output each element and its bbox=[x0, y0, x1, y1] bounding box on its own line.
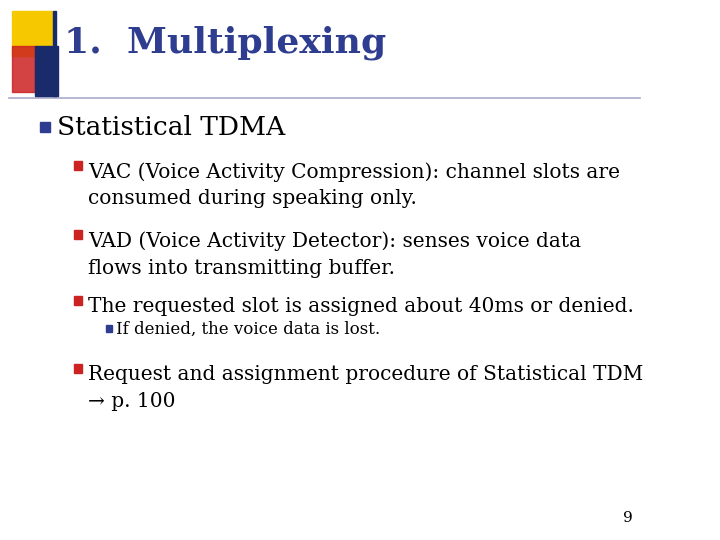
Text: VAD (Voice Activity Detector): senses voice data
flows into transmitting buffer.: VAD (Voice Activity Detector): senses vo… bbox=[88, 232, 581, 278]
Bar bbox=[74, 364, 82, 373]
Text: VAC (Voice Activity Compression): channel slots are
consumed during speaking onl: VAC (Voice Activity Compression): channe… bbox=[88, 162, 620, 208]
Text: 9: 9 bbox=[624, 511, 633, 525]
Text: The requested slot is assigned about 40ms or denied.: The requested slot is assigned about 40m… bbox=[88, 296, 634, 316]
Bar bbox=[106, 326, 112, 332]
Bar bbox=[74, 296, 82, 305]
Text: 1.  Multiplexing: 1. Multiplexing bbox=[63, 26, 386, 60]
Text: Request and assignment procedure of Statistical TDM
→ p. 100: Request and assignment procedure of Stat… bbox=[88, 365, 643, 410]
Bar bbox=[12, 11, 53, 56]
Text: Statistical TDMA: Statistical TDMA bbox=[58, 116, 286, 140]
Bar bbox=[12, 46, 35, 92]
Bar bbox=[74, 161, 82, 170]
Text: If denied, the voice data is lost.: If denied, the voice data is lost. bbox=[117, 320, 380, 338]
Bar bbox=[35, 46, 58, 96]
Bar bbox=[53, 11, 55, 96]
Bar bbox=[40, 122, 50, 132]
Bar bbox=[74, 231, 82, 239]
